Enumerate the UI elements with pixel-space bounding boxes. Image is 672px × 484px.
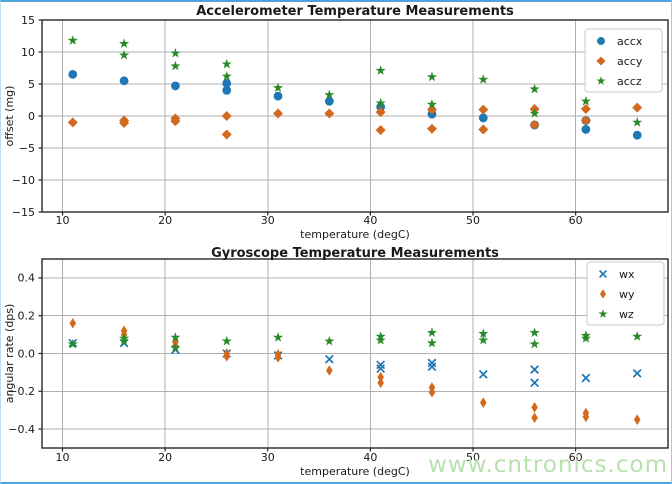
- y-tick-label: −0.4: [8, 423, 35, 436]
- y-tick-label: 0.2: [18, 310, 36, 323]
- x-tick-label: 10: [56, 451, 70, 464]
- legend-label: accx: [617, 35, 643, 48]
- grid: [42, 259, 668, 448]
- y-axis: 15 10 5 0 −5 −10 −15: [12, 14, 42, 219]
- legend: wx wy wz: [586, 261, 665, 326]
- x-tick-label: 30: [261, 451, 275, 464]
- series-wy: [69, 317, 641, 425]
- x-axis-label: temperature (degC): [300, 228, 410, 241]
- series-accz: [67, 35, 643, 127]
- legend-label: accy: [617, 55, 643, 68]
- legend-label: wy: [619, 288, 635, 301]
- series-wz: [67, 327, 643, 353]
- x-tick-label: 30: [261, 214, 275, 227]
- x-tick-label: 10: [56, 214, 70, 227]
- y-tick-label: −5: [19, 142, 35, 155]
- x-tick-label: 40: [363, 214, 377, 227]
- legend-label: wz: [619, 308, 634, 321]
- y-tick-label: 0: [28, 110, 35, 123]
- y-tick-label: −10: [12, 174, 35, 187]
- y-axis-label: angular rate (dps): [3, 304, 16, 404]
- legend: accx accy accz: [584, 28, 663, 93]
- x-tick-label: 50: [466, 214, 480, 227]
- x-tick-label: 20: [158, 451, 172, 464]
- grid: [42, 19, 668, 213]
- series-accy: [67, 102, 643, 140]
- y-axis: 0.4 0.2 0.0 −0.2 −0.4: [8, 272, 42, 436]
- y-tick-label: 15: [21, 14, 35, 27]
- x-tick-label: 20: [158, 214, 172, 227]
- x-tick-label: 60: [569, 214, 583, 227]
- legend-box: [586, 261, 665, 326]
- y-tick-label: 0.0: [18, 347, 36, 360]
- chart-title: Gyroscope Temperature Measurements: [211, 246, 499, 261]
- y-axis-label: offset (mg): [3, 86, 16, 147]
- x-tick-label: 50: [466, 451, 480, 464]
- series-accx: [68, 70, 642, 140]
- y-tick-label: 5: [28, 78, 35, 91]
- legend-label: accz: [617, 75, 642, 88]
- x-axis: 10 20 30 40 50 60: [56, 212, 583, 227]
- y-tick-label: −15: [12, 206, 35, 219]
- accelerometer-chart: 10 20 30 40 50 60151050−5−10−15Accelerometer …: [3, 4, 669, 241]
- x-axis: 10 20 30 40 50 60: [56, 448, 583, 464]
- y-tick-label: −0.2: [8, 385, 35, 398]
- x-tick-label: 40: [363, 451, 377, 464]
- gyroscope-chart: 10 20 30 40 50 60 0.4 0.2 0.0 −0.2 −0.4 Gyroscope T…: [3, 246, 669, 478]
- legend-box: [584, 28, 663, 93]
- x-tick-label: 60: [569, 451, 583, 464]
- series-wx: [68, 338, 642, 388]
- x-axis-label: temperature (degC): [300, 465, 410, 478]
- y-tick-label: 10: [21, 46, 35, 59]
- legend-label: wx: [619, 268, 635, 281]
- y-tick-label: 0.4: [18, 272, 36, 285]
- chart-title: Accelerometer Temperature Measurements: [196, 4, 514, 19]
